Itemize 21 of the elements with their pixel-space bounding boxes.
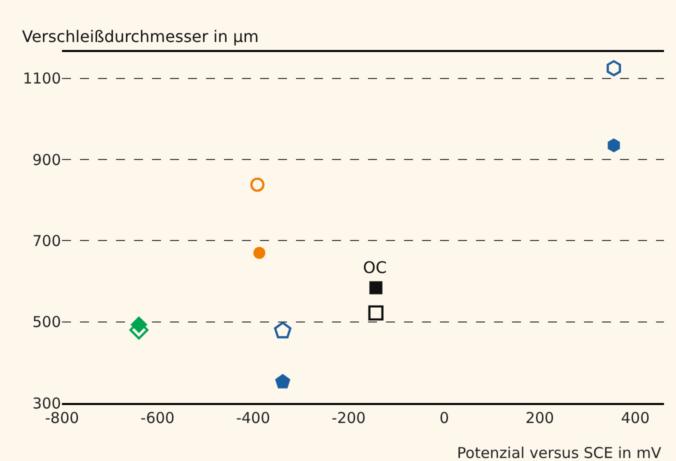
y-axis-title: Verschleißdurchmesser in µm [22, 27, 259, 46]
x-tick-label: 0 [439, 409, 449, 427]
point [608, 138, 620, 152]
point [274, 322, 292, 338]
annotation: OC [363, 258, 387, 277]
y-tick-label: 1100 [22, 70, 61, 88]
point [369, 281, 382, 294]
point [368, 305, 384, 321]
point [275, 374, 290, 388]
x-tick-label: 200 [525, 409, 554, 427]
y-tick-label: 900 [32, 150, 61, 169]
x-tick-label: -400 [236, 409, 270, 427]
y-tick-label: 700 [32, 232, 61, 250]
point [250, 178, 265, 192]
x-tick-label: 400 [621, 409, 650, 427]
y-tick-label: 500 [32, 313, 61, 332]
x-tick-label: -200 [332, 409, 366, 427]
point [606, 60, 621, 76]
point [253, 246, 266, 259]
x-axis-title: Potenzial versus SCE in mV [457, 444, 662, 461]
x-tick-label: -600 [140, 409, 175, 427]
